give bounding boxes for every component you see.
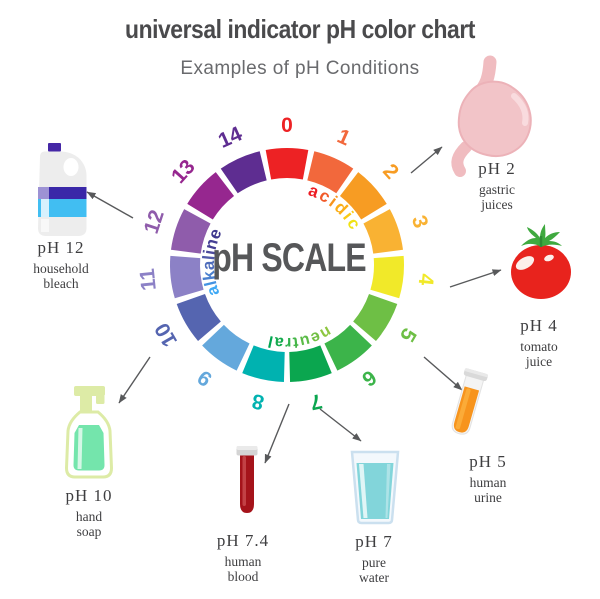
ph-number-10: 10 <box>150 319 182 351</box>
ph-segment-14 <box>220 151 267 194</box>
example-name: blood <box>227 569 259 584</box>
example-gastric-juices: pH 2 gastric juices <box>445 159 549 212</box>
test-tube-blood-icon <box>236 446 258 513</box>
soap-dispenser-icon <box>64 386 114 479</box>
test-tube-urine-icon <box>451 368 488 435</box>
bleach-bottle-icon <box>38 143 87 236</box>
ph-segment-12 <box>171 209 211 254</box>
example-name: juice <box>525 354 553 369</box>
connector-arrow <box>449 269 502 288</box>
stomach-icon <box>451 55 532 177</box>
example-name: urine <box>474 490 502 505</box>
example-ph-value: pH 2 <box>478 159 516 178</box>
ph-number-9: 9 <box>194 365 217 390</box>
example-hand-soap: pH 10 hand soap <box>37 486 141 539</box>
wheel-center-label: pH SCALE <box>212 236 366 280</box>
ph-segment-6 <box>324 324 372 371</box>
example-ph-value: pH 12 <box>37 238 85 257</box>
ph-number-11: 11 <box>136 267 161 292</box>
zone-label-neutral: neutral <box>266 322 334 351</box>
ph-segment-7 <box>289 345 332 382</box>
ph-number-7: 7 <box>308 389 324 414</box>
ph-segment-1 <box>307 151 354 194</box>
ph-number-8: 8 <box>250 389 267 414</box>
ph-segment-4 <box>370 255 405 299</box>
page-subtitle: Examples of pH Conditions <box>180 58 420 79</box>
example-name: tomato <box>520 339 558 354</box>
example-name: hand <box>75 509 103 524</box>
ph-number-3: 3 <box>407 213 432 231</box>
example-ph-value: pH 10 <box>65 486 113 505</box>
connector-arrow <box>86 191 134 219</box>
ph-segment-13 <box>187 172 235 220</box>
ph-segment-3 <box>363 209 403 254</box>
ph-segment-8 <box>242 345 285 382</box>
example-name: soap <box>76 524 102 539</box>
example-ph-value: pH 7 <box>355 532 393 551</box>
example-household-bleach: pH 12 household bleach <box>9 238 113 291</box>
ph-segment-0 <box>265 148 309 180</box>
example-name: bleach <box>43 276 79 291</box>
example-tomato-juice: pH 4 tomato juice <box>487 316 591 369</box>
example-name: water <box>359 570 389 585</box>
ph-segment-10 <box>176 294 221 341</box>
connector-arrow <box>264 403 290 464</box>
example-ph-value: pH 7.4 <box>216 531 270 550</box>
ph-segment-2 <box>339 172 387 220</box>
ph-number-1: 1 <box>334 125 354 151</box>
ph-number-2: 2 <box>378 160 403 184</box>
ph-number-14: 14 <box>215 122 246 153</box>
example-name: juices <box>481 197 513 212</box>
tomato-icon <box>511 224 571 299</box>
example-human-blood: pH 7.4 human blood <box>191 531 295 584</box>
connector-arrow <box>118 356 151 404</box>
connector-arrow <box>319 408 362 442</box>
example-name: pure <box>362 555 386 570</box>
water-glass-icon <box>350 450 400 525</box>
ph-segment-9 <box>202 324 250 371</box>
page-title: universal indicator pH color chart <box>125 14 475 44</box>
example-name: human <box>224 554 262 569</box>
example-name: household <box>33 261 89 276</box>
example-pure-water: pH 7 pure water <box>322 532 426 585</box>
ph-number-4: 4 <box>414 273 438 287</box>
ph-number-0: 0 <box>281 114 293 137</box>
ph-number-5: 5 <box>395 324 421 346</box>
example-name: gastric <box>479 182 515 197</box>
ph-number-13: 13 <box>167 155 200 188</box>
example-ph-value: pH 5 <box>469 452 507 471</box>
ph-number-12: 12 <box>140 207 169 236</box>
ph-number-6: 6 <box>358 365 381 390</box>
connector-arrows <box>86 146 502 464</box>
connector-arrow <box>410 146 443 174</box>
example-name: human <box>469 475 507 490</box>
example-ph-value: pH 4 <box>520 316 558 335</box>
connector-arrow <box>423 356 463 391</box>
ph-segment-11 <box>169 255 204 299</box>
ph-segment-5 <box>353 294 398 341</box>
example-human-urine: pH 5 human urine <box>436 452 540 505</box>
